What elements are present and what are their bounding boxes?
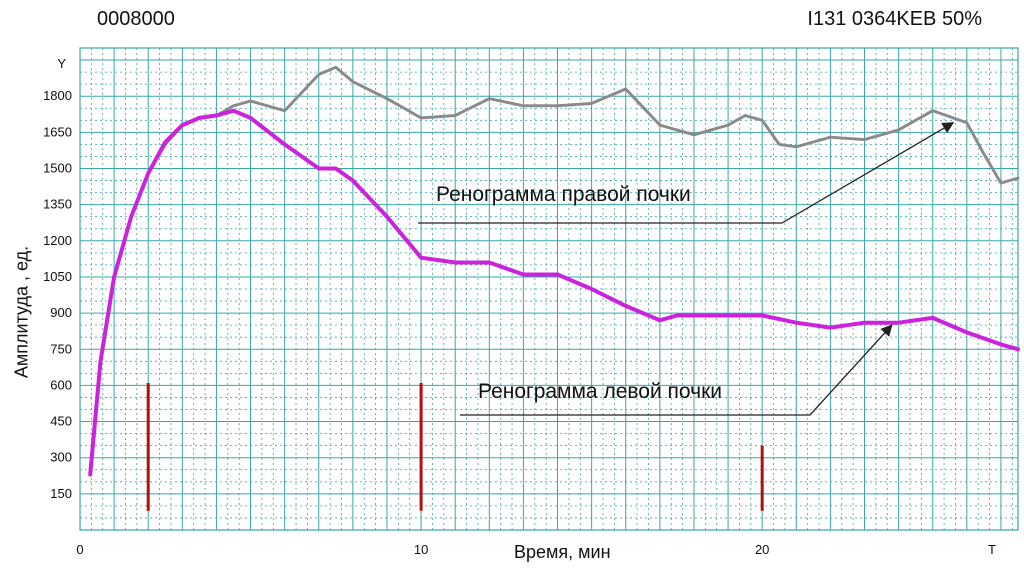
annotation-arrow-1 <box>460 324 893 416</box>
x-tick-label: 10 <box>414 542 428 557</box>
y-axis-label: Амплитуда , ед. <box>11 245 32 379</box>
tick-labels: 150 300 450 600 750 900 1050 1200 1350 1500 1650 18… <box>43 56 996 557</box>
y-tick-label: 300 <box>50 450 72 465</box>
grid <box>79 47 1019 531</box>
y-tick-label: 900 <box>50 305 72 320</box>
x-tick-label: 0 <box>76 542 83 557</box>
header-isotope: I131 0364KEB 50% <box>807 8 982 30</box>
annotation-arrow-0 <box>418 122 955 224</box>
y-tick-label: 1800 <box>43 88 72 103</box>
x-axis-name: T <box>988 542 996 557</box>
header-count: 0008000 <box>97 8 175 30</box>
y-axis-name: Y <box>57 56 66 71</box>
y-tick-label: 750 <box>50 341 72 356</box>
series-right-kidney <box>88 65 1020 472</box>
y-tick-label: 1650 <box>43 124 72 139</box>
y-tick-label: 1050 <box>43 269 72 284</box>
annotation-left-kidney: Ренограмма левой почки <box>478 380 722 403</box>
annotation-arrows <box>418 122 955 416</box>
time-markers <box>146 382 764 511</box>
y-tick-label: 1350 <box>43 197 72 212</box>
x-axis-label: Время, мин <box>514 542 611 562</box>
x-tick-label: 20 <box>755 542 769 557</box>
y-tick-label: 450 <box>50 414 72 429</box>
y-tick-label: 600 <box>50 377 72 392</box>
annotation-right-kidney: Ренограмма правой почки <box>436 183 691 206</box>
plot-frame <box>79 47 1019 531</box>
y-tick-label: 150 <box>50 486 72 501</box>
series-left-kidney <box>88 108 1020 477</box>
series <box>88 65 1020 477</box>
y-tick-label: 1200 <box>43 233 72 248</box>
y-tick-label: 1500 <box>43 161 72 176</box>
